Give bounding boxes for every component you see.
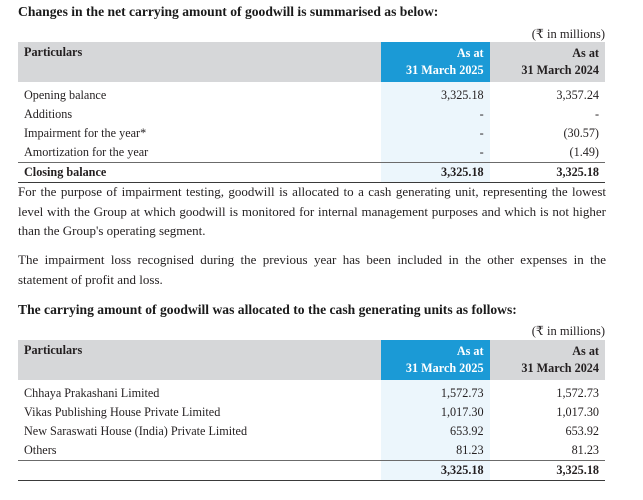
total-label [18, 460, 381, 481]
row-value-2025: - [380, 105, 490, 124]
row-label: New Saraswati House (India) Private Limi… [24, 424, 248, 438]
row-value-2024: 81.23 [571, 443, 599, 457]
row-label: Additions [24, 107, 73, 121]
row-value-2025: - [380, 124, 490, 143]
row-value-2025: 653.92 [380, 422, 490, 441]
total-label: Closing balance [18, 162, 381, 183]
col-2024-line2: 31 March 2024 [521, 361, 599, 375]
col-2024-line2: 31 March 2024 [521, 63, 599, 77]
row-label: Opening balance [24, 88, 107, 102]
row-value-2025: - [380, 143, 490, 163]
row-label: Chhaya Prakashani Limited [24, 386, 160, 400]
row-label: Vikas Publishing House Private Limited [24, 405, 221, 419]
total-value-2025: 3,325.18 [380, 460, 490, 481]
impairment-testing-paragraph: For the purpose of impairment testing, g… [18, 184, 606, 238]
goodwill-changes-table: Particulars As at 31 March 2025 As at 31… [18, 42, 605, 183]
section1-units: (₹ in millions) [531, 27, 605, 41]
row-value-2025: 3,325.18 [380, 82, 490, 105]
col-2025-line1: As at [456, 344, 484, 358]
row-label: Amortization for the year [24, 145, 149, 159]
section2-title: The carrying amount of goodwill was allo… [18, 302, 517, 317]
row-label: Others [24, 443, 57, 457]
total-value-2024: 3,325.18 [489, 460, 605, 481]
col-particulars: Particulars [18, 42, 381, 82]
impairment-loss-paragraph: The impairment loss recognised during th… [18, 252, 606, 287]
row-value-2024: 1,017.30 [556, 405, 599, 419]
section2-units: (₹ in millions) [531, 324, 605, 338]
table-row: Chhaya Prakashani Limited 1,572.73 1,572… [18, 380, 605, 403]
table-row: Amortization for the year - (1.49) [18, 143, 605, 163]
row-value-2024: - [594, 107, 599, 121]
table-row: Vikas Publishing House Private Limited 1… [18, 403, 605, 422]
row-value-2025: 1,017.30 [380, 403, 490, 422]
total-row: 3,325.18 3,325.18 [18, 460, 605, 481]
col-2024: As at 31 March 2024 [489, 42, 605, 82]
col-2025: As at 31 March 2025 [380, 340, 490, 380]
section1-title: Changes in the net carrying amount of go… [18, 4, 439, 19]
total-value-2024: 3,325.18 [489, 162, 605, 183]
col-2025-line1: As at [456, 46, 484, 60]
table-row: Additions - - [18, 105, 605, 124]
table-row: New Saraswati House (India) Private Limi… [18, 422, 605, 441]
table-row: Others 81.23 81.23 [18, 441, 605, 461]
table-header-row: Particulars As at 31 March 2025 As at 31… [18, 42, 605, 82]
row-value-2025: 1,572.73 [380, 380, 490, 403]
total-value-2025: 3,325.18 [380, 162, 490, 183]
row-value-2024: (30.57) [563, 126, 599, 140]
col-2024-line1: As at [572, 344, 599, 358]
col-2025-line2: 31 March 2025 [405, 361, 484, 375]
row-value-2024: 1,572.73 [556, 386, 599, 400]
col-2024-line1: As at [572, 46, 599, 60]
col-2024: As at 31 March 2024 [489, 340, 605, 380]
row-value-2024: 3,357.24 [556, 88, 599, 102]
row-value-2024: (1.49) [569, 145, 599, 159]
goodwill-allocation-table: Particulars As at 31 March 2025 As at 31… [18, 340, 605, 481]
col-particulars: Particulars [18, 340, 381, 380]
table-row: Opening balance 3,325.18 3,357.24 [18, 82, 605, 105]
table-row: Impairment for the year* - (30.57) [18, 124, 605, 143]
row-label: Impairment for the year* [24, 126, 147, 140]
table-header-row: Particulars As at 31 March 2025 As at 31… [18, 340, 605, 380]
total-row: Closing balance 3,325.18 3,325.18 [18, 162, 605, 183]
row-value-2024: 653.92 [565, 424, 599, 438]
row-value-2025: 81.23 [380, 441, 490, 461]
col-2025: As at 31 March 2025 [380, 42, 490, 82]
col-2025-line2: 31 March 2025 [405, 63, 484, 77]
